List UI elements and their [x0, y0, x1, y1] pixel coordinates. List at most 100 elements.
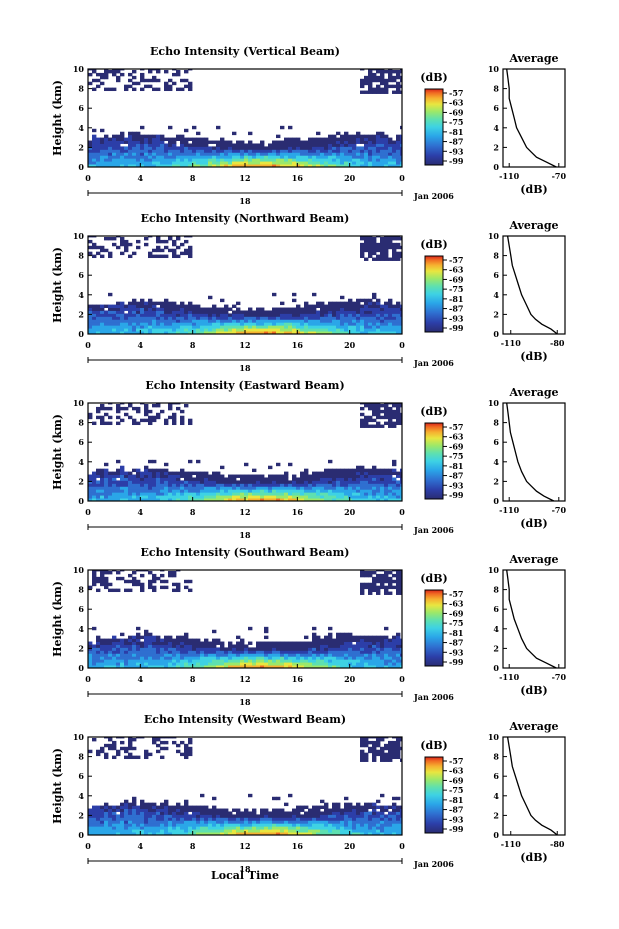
heatmap-cell: [144, 161, 149, 165]
heatmap-cell: [108, 236, 113, 241]
heatmap-cell: [272, 477, 277, 481]
heatmap-cell: [360, 468, 365, 473]
heatmap-cell: [400, 486, 402, 490]
heatmap-cell: [100, 128, 105, 133]
heatmap-cell: [92, 579, 97, 584]
heatmap-cell: [120, 632, 125, 637]
colorbar-tick-label: -81: [449, 294, 463, 304]
heatmap-cell: [140, 665, 145, 668]
heatmap-cell: [372, 137, 377, 141]
heatmap-cell: [116, 650, 121, 654]
heatmap-cell: [304, 468, 309, 473]
heatmap-cell: [324, 304, 329, 308]
heatmap-cell: [352, 301, 357, 306]
heatmap-cell: [348, 137, 353, 141]
heatmap-cell: [148, 307, 153, 311]
heatmap-cell: [256, 656, 261, 660]
heatmap-cell: [124, 158, 129, 162]
date-label: Jan 2006: [413, 358, 454, 368]
heatmap-cell: [108, 480, 113, 484]
heatmap-cell: [364, 823, 369, 827]
heatmap-cell: [260, 477, 265, 481]
heatmap-cell: [88, 492, 93, 496]
heatmap-cell: [196, 304, 201, 308]
heatmap-cell: [364, 489, 369, 493]
heatmap-cell: [172, 161, 177, 165]
heatmap-cell: [308, 322, 313, 326]
profile-x-tick-label: -70: [552, 171, 567, 181]
heatmap-cell: [208, 486, 213, 490]
heatmap-cell: [176, 662, 181, 666]
heatmap-cell: [316, 304, 321, 308]
heatmap-cell: [148, 158, 153, 162]
heatmap-cell: [396, 90, 401, 94]
heatmap-cell: [176, 486, 181, 490]
heatmap-cell: [328, 158, 333, 162]
heatmap-cell: [240, 486, 245, 490]
heatmap-cell: [320, 823, 325, 827]
heatmap-cell: [248, 328, 253, 332]
heatmap-cell: [120, 641, 125, 645]
heatmap-cell: [216, 480, 221, 484]
heatmap-cell: [116, 474, 121, 478]
heatmap-cell: [100, 829, 105, 833]
heatmap-cell: [156, 659, 161, 663]
heatmap-cell: [208, 295, 213, 300]
heatmap-cell: [308, 662, 313, 666]
heatmap-cell: [100, 319, 105, 323]
heatmap-cell: [300, 158, 305, 162]
heatmap-cell: [336, 155, 341, 159]
heatmap-cell: [240, 647, 245, 651]
heatmap-cell: [348, 826, 353, 830]
heatmap-cell: [236, 662, 241, 666]
heatmap-cell: [316, 131, 321, 136]
heatmap-cell: [236, 829, 241, 833]
x-tick-label: 12: [239, 674, 250, 684]
heatmap-cell: [196, 817, 201, 821]
heatmap-cell: [260, 164, 265, 167]
heatmap-cell: [336, 307, 341, 311]
heatmap-cell: [336, 820, 341, 824]
heatmap-cell: [332, 164, 337, 167]
heatmap-cell: [136, 155, 141, 159]
heatmap-cell: [220, 155, 225, 159]
heatmap-cell: [248, 480, 253, 484]
y-tick-label: 10: [73, 565, 85, 575]
heatmap-cell: [292, 659, 297, 663]
heatmap-cell: [224, 325, 229, 329]
x-tick-label: 12: [239, 340, 250, 350]
heatmap-cell: [168, 811, 173, 815]
heatmap-cell: [244, 152, 249, 156]
heatmap-cell: [292, 644, 297, 648]
heatmap-cell: [376, 69, 381, 71]
heatmap-cell: [88, 665, 93, 668]
heatmap-cell: [192, 325, 197, 329]
heatmap-cell: [272, 832, 277, 835]
heatmap-cell: [252, 161, 257, 165]
heatmap-cell: [344, 143, 349, 147]
heatmap-cell: [360, 140, 365, 144]
x-tick-label: 20: [344, 173, 356, 183]
heatmap-cell: [236, 653, 241, 657]
heatmap-cell: [340, 817, 345, 821]
heatmap-cell: [324, 492, 329, 496]
heatmap-cell: [192, 137, 197, 141]
heatmap-cell: [104, 826, 109, 830]
heatmap-cell: [216, 832, 221, 835]
heatmap-cell: [124, 746, 129, 751]
heatmap-cell: [268, 322, 273, 326]
heatmap-cell: [192, 477, 197, 481]
heatmap-cell: [320, 140, 325, 144]
y-axis-label: Height (km): [51, 80, 64, 156]
heatmap-cell: [160, 310, 165, 314]
heatmap-cell: [340, 829, 345, 833]
heatmap-cell: [244, 817, 249, 821]
heatmap-cell: [96, 84, 101, 89]
heatmap-cell: [284, 325, 289, 329]
heatmap-cell: [360, 740, 365, 745]
heatmap-cell: [108, 805, 113, 809]
heatmap-cell: [360, 570, 365, 575]
heatmap-cell: [152, 161, 157, 165]
heatmap-cell: [148, 146, 153, 150]
heatmap-cell: [100, 582, 105, 587]
